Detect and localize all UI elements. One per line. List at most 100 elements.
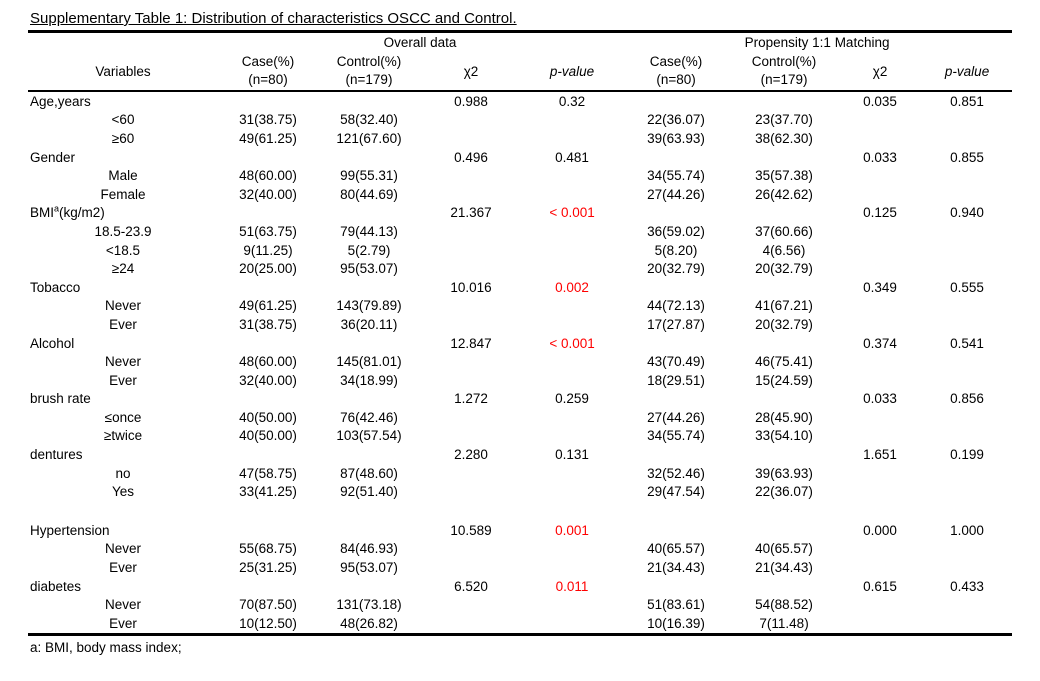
matching-case-cell: 29(47.54)	[647, 484, 705, 500]
matching-case-cell: 36(59.02)	[647, 223, 705, 239]
matching-control-cell	[730, 390, 838, 409]
overall-chi2-cell	[420, 222, 522, 241]
matching-pvalue-column-header: p-value	[922, 52, 1013, 92]
matching-case-cell	[622, 278, 730, 297]
overall-chi2-cell	[420, 482, 522, 501]
matching-p-cell	[922, 259, 1012, 278]
variable-label: Female	[100, 186, 146, 202]
matching-control-cell	[730, 334, 838, 353]
matching-case-cell	[622, 445, 730, 464]
table-row: BMIa(kg/m2) 21.367 < 0.001 0.125 0.940	[28, 204, 1012, 223]
overall-chi2-cell: 21.367	[450, 205, 492, 221]
overall-p-cell	[522, 222, 622, 241]
overall-p-cell	[522, 111, 622, 130]
matching-chi2-cell: 0.349	[863, 279, 897, 295]
table-row: Male 48(60.00) 99(55.31) 34(55.74) 35(57.38)	[28, 166, 1012, 185]
overall-data-group-header: Overall data	[383, 35, 457, 50]
overall-p-cell: 0.32	[558, 93, 586, 109]
matching-control-cell	[730, 278, 838, 297]
matching-case-cell: 22(36.07)	[647, 112, 705, 128]
matching-chi2-cell	[838, 540, 922, 559]
overall-case-cell: 31(38.75)	[239, 112, 297, 128]
matching-control-cell: 7(11.48)	[759, 615, 809, 631]
table-row: Hypertension 10.589 0.001 0.000 1.000	[28, 521, 1012, 540]
variable-label: Tobacco	[30, 279, 81, 295]
overall-case-cell: 55(68.75)	[239, 541, 297, 557]
matching-chi2-column-header: χ2	[838, 52, 923, 92]
control-n-label: (n=179)	[345, 72, 393, 87]
overall-p-cell: 0.002	[555, 279, 589, 295]
variable-label: Gender	[30, 149, 76, 165]
variable-label: Never	[104, 298, 141, 314]
table-row: Ever 32(40.00) 34(18.99) 18(29.51) 15(24.59)	[28, 371, 1012, 390]
matching-case-cell	[622, 390, 730, 409]
overall-control-cell	[318, 334, 420, 353]
matching-case-cell: 43(70.49)	[647, 354, 705, 370]
empty-corner-cell	[28, 32, 218, 53]
overall-chi2-cell	[420, 558, 522, 577]
variable-label: Alcohol	[30, 335, 75, 351]
matching-control-column-header: Control(%) (n=179)	[730, 52, 839, 92]
matching-p-cell	[922, 222, 1012, 241]
matching-chi2-cell	[838, 482, 922, 501]
matching-p-cell: 0.433	[950, 578, 984, 594]
variable-label: Yes	[111, 484, 135, 500]
matching-control-cell: 22(36.07)	[755, 484, 813, 500]
matching-chi2-cell	[838, 166, 922, 185]
matching-chi2-cell: 1.651	[863, 447, 897, 463]
matching-p-cell	[922, 315, 1012, 334]
matching-control-cell: 26(42.62)	[755, 186, 813, 202]
case-label: Case(%)	[649, 54, 703, 69]
table-row: Never 55(68.75) 84(46.93) 40(65.57) 40(65.57…	[28, 540, 1012, 559]
matching-case-cell	[622, 148, 730, 167]
matching-p-cell	[922, 371, 1012, 390]
variable-label: ≥twice	[103, 428, 143, 444]
case-n-label: (n=80)	[656, 72, 696, 87]
overall-control-cell: 84(46.93)	[340, 541, 398, 557]
matching-chi2-cell	[838, 352, 922, 371]
matching-case-cell	[622, 204, 730, 223]
overall-p-cell: 0.259	[555, 391, 589, 407]
matching-chi2-cell	[838, 464, 922, 483]
table-row: ≥60 49(61.25) 121(67.60) 39(63.93) 38(62.30)	[28, 129, 1012, 148]
matching-case-cell: 40(65.57)	[647, 541, 705, 557]
overall-control-cell: 121(67.60)	[336, 130, 402, 146]
overall-control-cell	[318, 390, 420, 409]
variable-label: dentures	[30, 447, 83, 463]
overall-chi2-cell	[420, 166, 522, 185]
overall-pvalue-column-header: p-value	[522, 52, 623, 92]
overall-p-cell	[522, 614, 622, 634]
overall-control-cell: 36(20.11)	[340, 316, 398, 332]
matching-p-cell	[922, 185, 1012, 204]
matching-case-cell: 34(55.74)	[647, 428, 705, 444]
matching-p-cell: 0.856	[950, 391, 984, 407]
table-row: Ever 10(12.50) 48(26.82) 10(16.39) 7(11.48)	[28, 614, 1012, 634]
table-row: dentures 2.280 0.131 1.651 0.199	[28, 445, 1012, 464]
overall-p-cell	[522, 558, 622, 577]
matching-control-cell: 23(37.70)	[755, 112, 813, 128]
overall-p-cell: 0.001	[555, 522, 589, 538]
matching-p-cell: 1.000	[950, 522, 984, 538]
variable-label: ≤once	[104, 409, 142, 425]
matching-control-cell	[730, 577, 838, 596]
matching-control-cell	[730, 204, 838, 223]
table-row: Yes 33(41.25) 92(51.40) 29(47.54) 22(36.07)	[28, 482, 1012, 501]
matching-p-cell: 0.940	[950, 205, 984, 221]
overall-p-cell	[522, 185, 622, 204]
table-body: Age,years 0.988 0.32 0.035 0.851 <60 31(38.75)…	[28, 91, 1012, 634]
table-row: Never 49(61.25) 143(79.89) 44(72.13) 41(67.2…	[28, 297, 1012, 316]
overall-case-cell	[218, 445, 318, 464]
matching-p-cell	[922, 540, 1012, 559]
overall-case-cell	[218, 334, 318, 353]
overall-control-cell: 92(51.40)	[340, 484, 398, 500]
control-label: Control(%)	[336, 54, 402, 69]
matching-case-cell	[622, 334, 730, 353]
matching-control-cell: 4(6.56)	[762, 242, 806, 258]
overall-case-cell: 25(31.25)	[239, 560, 297, 576]
propensity-matching-group-header: Propensity 1:1 Matching	[744, 35, 890, 50]
overall-control-cell: 34(18.99)	[340, 372, 398, 388]
overall-case-cell: 40(50.00)	[239, 428, 297, 444]
overall-control-cell	[318, 278, 420, 297]
overall-case-cell: 51(63.75)	[239, 223, 297, 239]
control-label: Control(%)	[751, 54, 817, 69]
